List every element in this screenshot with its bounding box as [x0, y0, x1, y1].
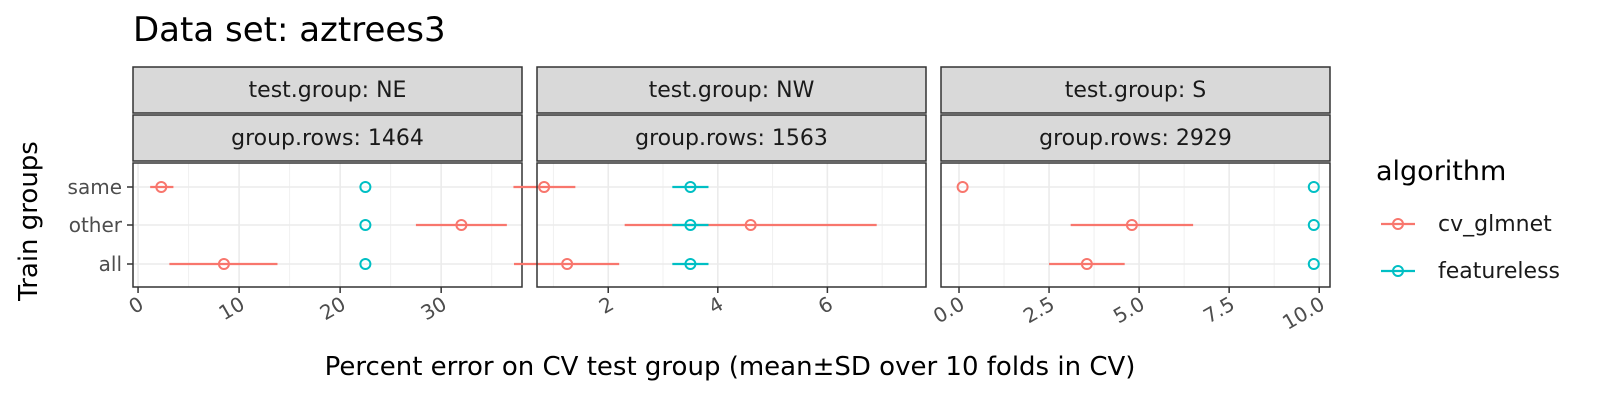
strip-label-test-group: test.group: S	[1065, 78, 1207, 103]
y-axis-title: Train groups	[14, 141, 44, 302]
strip-label-group-rows: group.rows: 2929	[1039, 126, 1232, 151]
x-tick-label: 2	[595, 292, 618, 319]
x-tick-label: 0.0	[929, 292, 969, 329]
strip-box-group-rows	[132, 114, 523, 162]
point-featureless-same	[1307, 181, 1320, 193]
x-tick-label: 20	[316, 292, 350, 326]
point-cv-glmnet-same	[538, 181, 551, 193]
strip-box-test-group	[940, 66, 1331, 114]
legend-item-cv-glmnet: cv_glmnet	[1381, 212, 1552, 237]
point-cv-glmnet-all	[561, 258, 574, 270]
point-featureless-all	[359, 258, 372, 270]
point-featureless-other	[1307, 219, 1320, 231]
point-featureless-other	[359, 219, 372, 231]
x-tick-label: 10	[215, 292, 249, 326]
x-tick-label: 7.5	[1199, 292, 1239, 329]
facet-panels: test.group: NE group.rows: 1464 0 10 20 30 sam…	[68, 66, 1331, 335]
x-tick-label: 10.0	[1278, 292, 1329, 335]
x-tick-label: 0	[125, 292, 148, 319]
point-cv-glmnet-other	[1125, 219, 1138, 231]
x-tick-label: 4	[704, 292, 727, 319]
point-featureless-all	[684, 258, 697, 270]
strip-label-test-group: test.group: NW	[649, 78, 815, 103]
y-tick-label-all: all	[99, 252, 122, 276]
legend-title: algorithm	[1376, 156, 1506, 187]
chart-title: Data set: aztrees3	[133, 10, 446, 50]
legend-label-cv-glmnet: cv_glmnet	[1438, 212, 1552, 237]
x-tick-label: 2.5	[1019, 292, 1059, 329]
point-cv-glmnet-same	[155, 181, 168, 193]
point-featureless-all	[1307, 258, 1320, 270]
strip-box-group-rows	[940, 114, 1331, 162]
point-featureless-same	[359, 181, 372, 193]
x-tick-label: 5.0	[1109, 292, 1149, 329]
strip-label-test-group: test.group: NE	[249, 78, 407, 103]
x-axis-title: Percent error on CV test group (mean±SD …	[325, 352, 1136, 382]
legend-item-featureless: featureless	[1381, 259, 1560, 284]
y-tick-label-other: other	[69, 213, 123, 237]
legend: algorithm cv_glmnet featureless	[1376, 156, 1560, 284]
facet-panel-2: test.group: NW group.rows: 1563 2 4 6	[513, 66, 927, 319]
point-cv-glmnet-other	[455, 219, 468, 231]
legend-key-point-cv-glmnet	[1392, 218, 1404, 230]
strip-label-group-rows: group.rows: 1464	[231, 126, 424, 151]
strip-label-group-rows: group.rows: 1563	[635, 126, 828, 151]
strip-box-test-group	[132, 66, 523, 114]
y-tick-label-same: same	[68, 175, 122, 199]
facet-panel-3: test.group: S group.rows: 2929 0.0 2.5 5.0 7.…	[929, 66, 1331, 335]
point-featureless-same	[684, 181, 697, 193]
point-cv-glmnet-all	[217, 258, 230, 270]
x-tick-label: 30	[417, 292, 451, 326]
legend-label-featureless: featureless	[1438, 259, 1560, 284]
x-tick-label: 6	[814, 292, 837, 319]
point-cv-glmnet-other	[744, 219, 757, 231]
panel-border	[536, 162, 927, 288]
strip-box-group-rows	[536, 114, 927, 162]
strip-box-test-group	[536, 66, 927, 114]
facet-panel-1: test.group: NE group.rows: 1464 0 10 20 30 sam…	[68, 66, 523, 326]
legend-key-point-featureless	[1392, 265, 1404, 277]
point-featureless-other	[684, 219, 697, 231]
point-cv-glmnet-all	[1080, 258, 1093, 270]
point-cv-glmnet-same	[956, 181, 969, 193]
panel-border	[940, 162, 1331, 288]
